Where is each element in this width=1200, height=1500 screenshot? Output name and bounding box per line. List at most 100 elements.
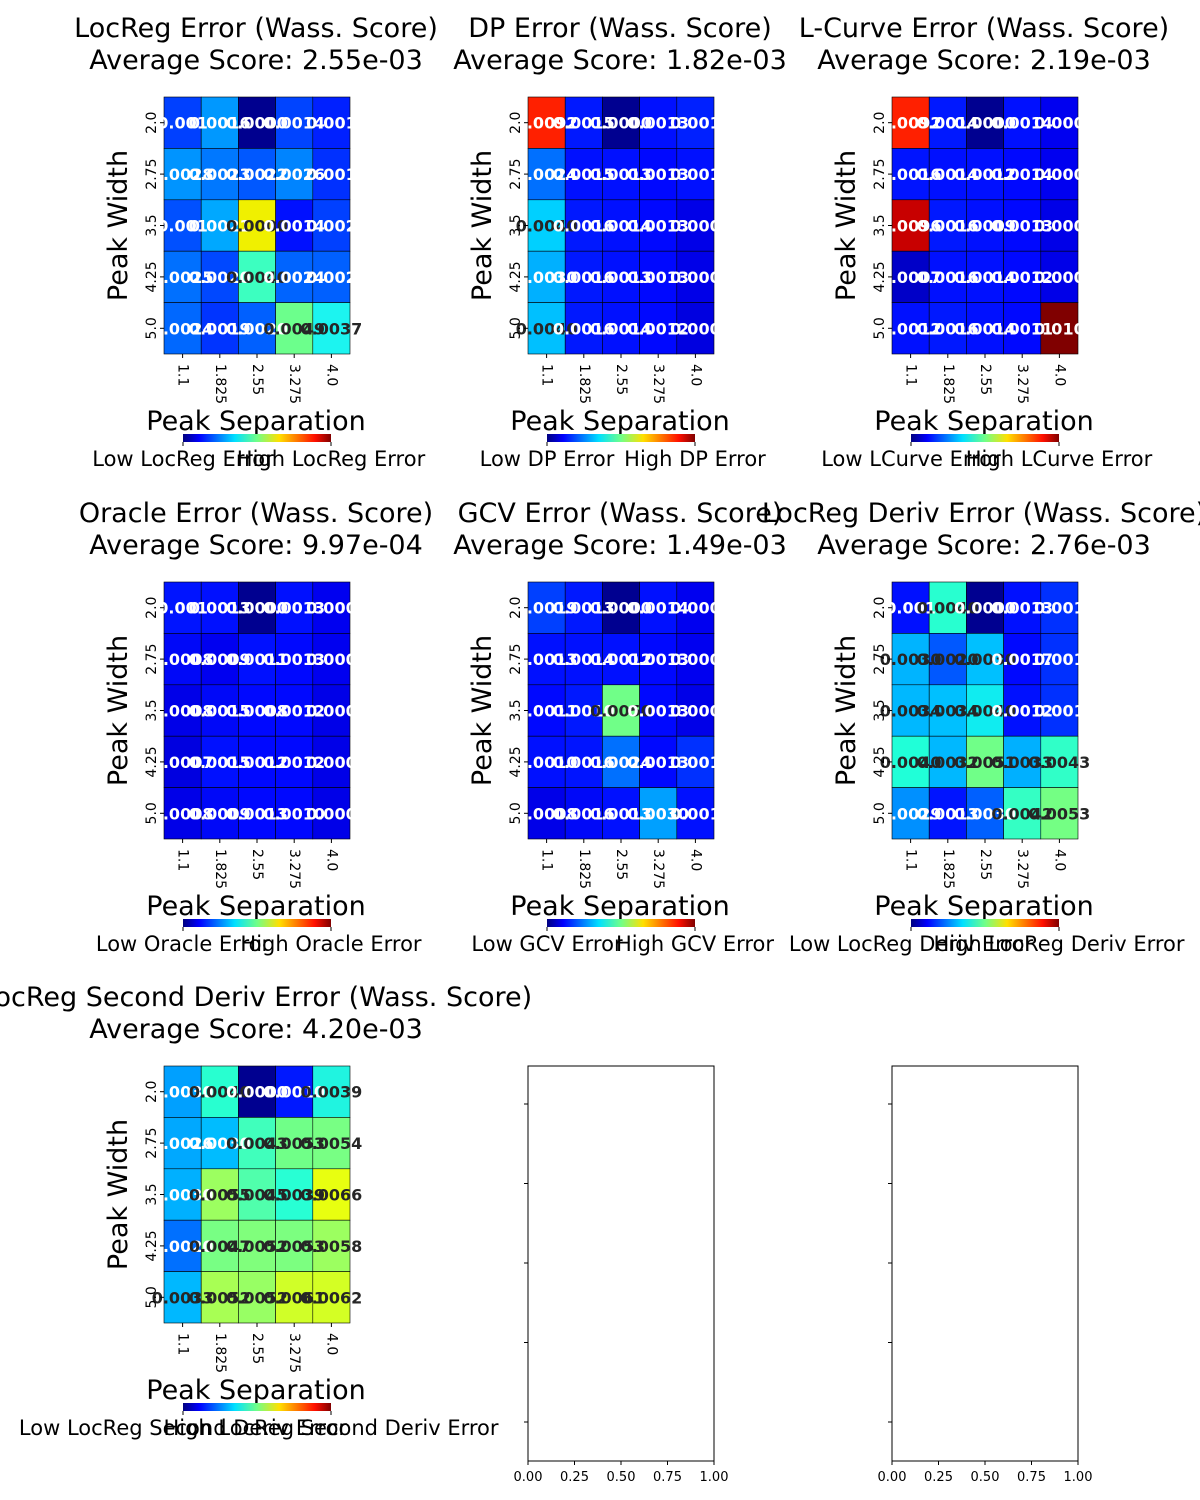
x-tick-label: 1.1 — [175, 1333, 191, 1355]
y-tick-label: 2.0 — [144, 597, 160, 619]
cell-value-label: 0.0013 — [263, 650, 325, 669]
x-tick-label: 1.825 — [576, 364, 592, 404]
cell-value-label: 0.0040 — [516, 217, 578, 236]
cell-value-label: 0.000 — [670, 599, 721, 618]
heatmap-cell — [200, 1219, 239, 1272]
y-tick-label: 5.0 — [508, 317, 524, 339]
heatmap-cell — [639, 148, 678, 201]
heatmap-panel-3: Oracle Error (Wass. Score)Average Score:… — [79, 498, 433, 956]
cell-value-label: 0.0014 — [917, 114, 979, 133]
colorbar — [183, 434, 331, 442]
x-tick-label: 0.50 — [971, 1470, 1000, 1485]
heatmap-cell — [676, 96, 715, 149]
heatmap-cell — [527, 148, 566, 201]
y-tick-label: 3.5 — [144, 699, 160, 721]
heatmap-cell — [891, 684, 930, 737]
cell-value-label: 0.0015 — [553, 114, 615, 133]
cell-value-label: 0.0042 — [991, 804, 1053, 823]
cell-value-label: 0.001 — [670, 753, 721, 772]
cell-value-label: 0.0016 — [553, 319, 615, 338]
cell-value-label: 0.0028 — [152, 165, 214, 184]
panel-title: LocReg Deriv Error (Wass. Score) — [762, 498, 1200, 529]
x-tick-label: 1.00 — [1064, 1470, 1093, 1485]
x-tick-label: 0.25 — [560, 1470, 589, 1485]
cell-value-label: 0.0013 — [226, 804, 288, 823]
heatmap-cell — [275, 1271, 314, 1324]
cell-value-label: 0.0014 — [991, 114, 1053, 133]
cell-value-label: 0.0030 — [954, 804, 1016, 823]
cell-value-label: 0.0012 — [954, 165, 1016, 184]
x-tick-label: 2.55 — [977, 849, 993, 880]
panel-subtitle: Average Score: 2.55e-03 — [89, 45, 423, 76]
panel-subtitle: Average Score: 9.97e-04 — [89, 530, 423, 561]
heatmap-cell — [312, 684, 351, 737]
heatmap-cell — [238, 1271, 276, 1324]
y-tick-label: 2.0 — [508, 597, 524, 619]
cell-value-label: 0.001 — [670, 114, 721, 133]
y-tick-label: 5.0 — [144, 1286, 160, 1308]
y-tick-label: 2.0 — [144, 1081, 160, 1103]
x-axis-label: Peak Separation — [146, 406, 366, 437]
cell-value-label: 0.0012 — [991, 702, 1053, 721]
heatmap-cell — [639, 735, 678, 788]
heatmap-cell — [527, 199, 566, 252]
heatmap-cell — [238, 787, 276, 840]
heatmap-cell — [966, 633, 1004, 686]
cell-value-label: 0.0010 — [553, 702, 615, 721]
cell-value-label: 0.0013 — [627, 753, 689, 772]
heatmap-cell — [564, 148, 603, 201]
cell-value-label: 0.0015 — [189, 702, 251, 721]
cell-value-label: 0.0030 — [880, 650, 942, 669]
heatmap-cell — [891, 148, 930, 201]
heatmap-cell — [1003, 787, 1042, 840]
cell-value-label: 0.0014 — [590, 319, 652, 338]
colorbar-high-label: High Oracle Error — [240, 932, 422, 956]
heatmap-cell — [527, 735, 566, 788]
cell-value-label: 0.0000 — [590, 114, 652, 133]
colorbar — [911, 434, 1059, 442]
cell-value-label: 0.0030 — [189, 1134, 251, 1153]
colorbar-low-label: Low LocReg Second Deriv Error — [19, 1416, 348, 1440]
heatmap-cell — [527, 250, 566, 303]
x-tick-label: 1.1 — [903, 849, 919, 871]
cell-value-label: 0.0053 — [1029, 804, 1091, 823]
cell-value-label: 0.0020 — [917, 650, 979, 669]
cell-value-label: 0.002 — [306, 217, 357, 236]
cell-value-label: 0.0019 — [516, 599, 578, 618]
x-tick-label: 1.1 — [175, 364, 191, 386]
y-tick-label: 4.25 — [144, 261, 160, 292]
heatmap-cell — [1003, 684, 1042, 737]
panel-title: LocReg Error (Wass. Score) — [74, 13, 438, 44]
colorbar-high-label: High LocReg Second Deriv Error — [163, 1416, 498, 1440]
cell-value-label: 0.0020 — [226, 319, 288, 338]
heatmap-cell — [163, 787, 202, 840]
x-tick-label: 4.0 — [323, 364, 339, 386]
cell-value-label: 0.0040 — [880, 753, 942, 772]
heatmap-cell — [602, 148, 640, 201]
cell-value-label: 0.010 — [1034, 319, 1085, 338]
y-tick-label: 5.0 — [872, 317, 888, 339]
colorbar-high-label: High LocReg Deriv Error — [933, 932, 1184, 956]
cell-value-label: 0.0030 — [627, 804, 689, 823]
x-tick-label: 1.825 — [212, 1333, 228, 1373]
heatmap-cell — [238, 735, 276, 788]
cell-value-label: 0.0019 — [189, 319, 251, 338]
cell-value-label: 0.0008 — [152, 804, 214, 823]
cell-value-label: 0.0011 — [991, 319, 1053, 338]
x-tick-label: 1.825 — [212, 849, 228, 889]
x-tick-label: 2.55 — [613, 364, 629, 395]
cell-value-label: 0.0030 — [152, 1186, 214, 1205]
heatmap-cell — [238, 302, 276, 355]
cell-value-label: 0.0053 — [263, 1134, 325, 1153]
heatmap-cell — [163, 633, 202, 686]
heatmap-cell — [602, 581, 640, 634]
cell-value-label: 0.0096 — [880, 217, 942, 236]
cell-value-label: 0.0016 — [553, 217, 615, 236]
heatmap-cell — [676, 199, 715, 252]
cell-value-label: 0.0009 — [189, 650, 251, 669]
cell-value-label: 0.0013 — [590, 268, 652, 287]
cell-value-label: 0.0016 — [553, 268, 615, 287]
cell-value-label: 0.0000 — [226, 114, 288, 133]
x-tick-label: 2.55 — [249, 1333, 265, 1364]
